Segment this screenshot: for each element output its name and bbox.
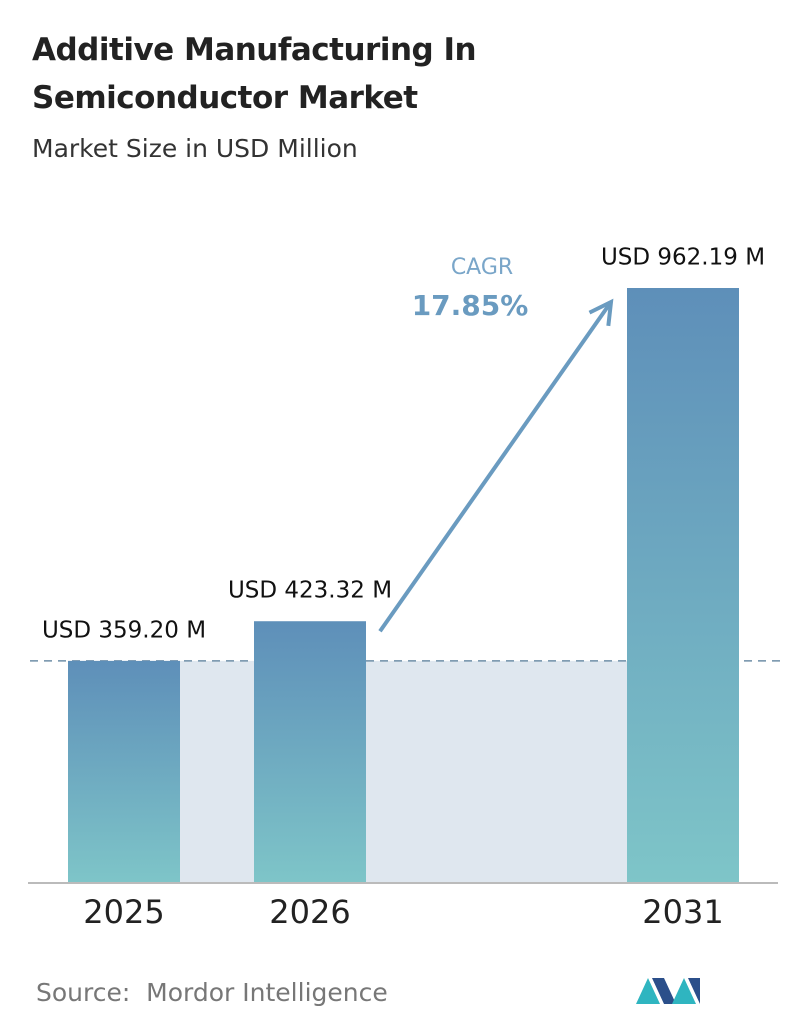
bar xyxy=(627,288,739,883)
bar xyxy=(254,621,366,883)
value-label: USD 359.20 M xyxy=(42,617,206,643)
cagr-arrow xyxy=(378,300,613,633)
x-tick-label: 2026 xyxy=(269,893,350,931)
x-tick-label: 2025 xyxy=(83,893,164,931)
source: Source: Mordor Intelligence xyxy=(36,978,388,1007)
value-label: USD 423.32 M xyxy=(228,578,392,604)
cagr-arrowhead xyxy=(588,298,614,327)
chart-title: Additive Manufacturing In Semiconductor … xyxy=(32,32,477,116)
reference-band xyxy=(180,660,627,883)
logo xyxy=(636,978,700,1004)
chart-subtitle: Market Size in USD Million xyxy=(32,134,358,163)
value-label: USD 962.19 M xyxy=(601,245,765,271)
x-tick-label: 2031 xyxy=(642,893,723,931)
cagr-label: CAGR xyxy=(451,255,513,280)
cagr-value: 17.85% xyxy=(412,289,529,322)
bar xyxy=(68,660,180,883)
